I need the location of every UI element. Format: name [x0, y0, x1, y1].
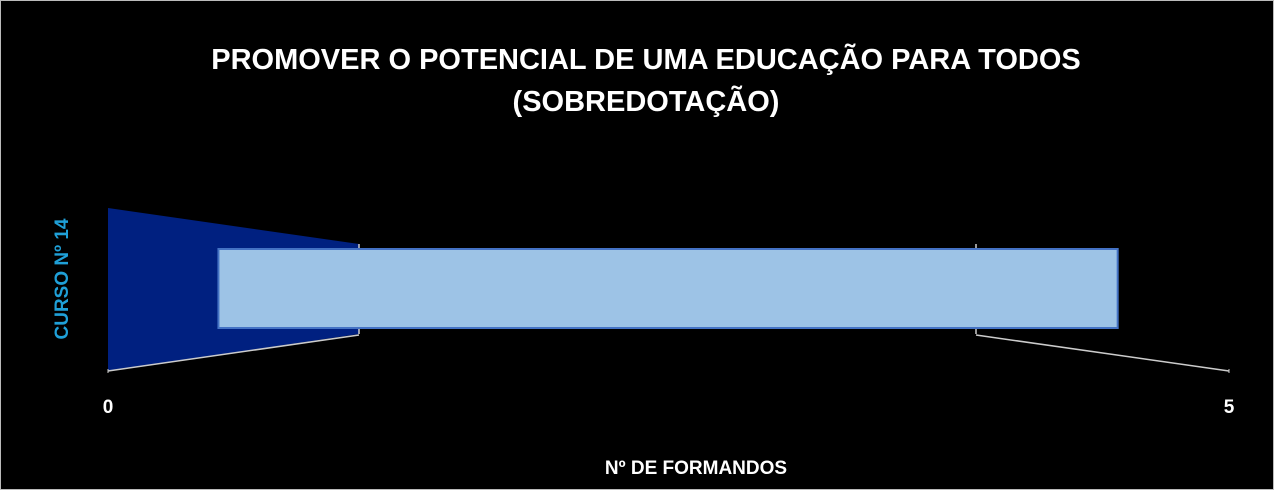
x-axis-title: Nº DE FORMANDOS: [605, 458, 787, 479]
x-tick-label: 0: [103, 397, 114, 418]
floor-edge: [975, 334, 1230, 372]
floor-edge: [107, 334, 360, 372]
y-axis-title: CURSO Nº 14: [52, 218, 73, 339]
chart-title: PROMOVER O POTENCIAL DE UMA EDUCAÇÃO PAR…: [211, 44, 1081, 118]
bar: [217, 248, 1119, 329]
x-tick-label: 5: [1224, 397, 1235, 418]
